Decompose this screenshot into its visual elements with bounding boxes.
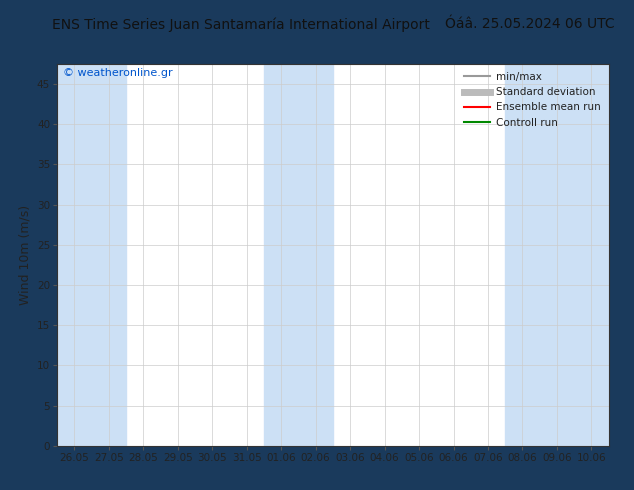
Bar	[91, 64, 126, 446]
Y-axis label: Wind 10m (m/s): Wind 10m (m/s)	[18, 205, 31, 305]
Text: Óáâ. 25.05.2024 06 UTC: Óáâ. 25.05.2024 06 UTC	[445, 17, 615, 31]
Text: ENS Time Series Juan Santamaría International Airport: ENS Time Series Juan Santamaría Internat…	[52, 17, 430, 32]
Bar	[505, 64, 540, 446]
Bar	[299, 64, 333, 446]
Bar	[264, 64, 299, 446]
Bar	[574, 64, 609, 446]
Legend: min/max, Standard deviation, Ensemble mean run, Controll run: min/max, Standard deviation, Ensemble me…	[461, 69, 604, 131]
Text: © weatheronline.gr: © weatheronline.gr	[63, 68, 172, 77]
Bar	[540, 64, 574, 446]
Bar	[57, 64, 91, 446]
